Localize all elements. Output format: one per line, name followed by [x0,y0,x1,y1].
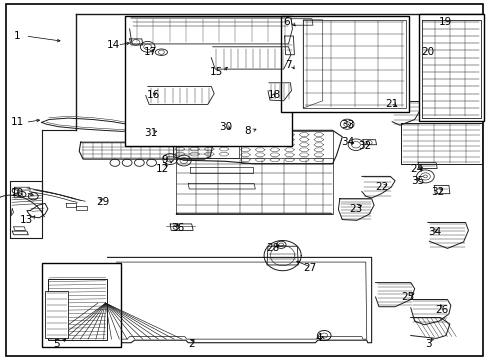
Text: 31: 31 [144,128,157,138]
Text: 29: 29 [96,197,109,207]
Text: 36: 36 [171,223,184,233]
Ellipse shape [155,49,167,55]
Text: 23: 23 [349,204,362,214]
Text: 1: 1 [14,31,20,41]
Text: 33: 33 [340,120,353,130]
Bar [45,291,68,338]
Text: 22: 22 [375,182,388,192]
Bar [240,131,332,163]
Text: 8: 8 [244,126,251,136]
Text: 18: 18 [267,90,281,100]
Bar [281,16,408,112]
Text: 17: 17 [144,47,157,57]
Text: 34: 34 [340,137,353,147]
Text: 16: 16 [146,90,160,100]
Text: 5: 5 [53,339,60,349]
Text: 6: 6 [283,17,289,27]
Text: 9: 9 [161,155,168,165]
Text: 7: 7 [285,60,292,70]
Text: 13: 13 [20,215,33,225]
Bar [41,263,121,347]
Text: 30: 30 [219,122,232,132]
Text: 2: 2 [188,339,195,349]
Text: 32: 32 [430,186,444,197]
Text: 20: 20 [421,47,434,57]
Text: 21: 21 [385,99,398,109]
Text: 14: 14 [106,40,120,50]
Text: 24: 24 [409,164,422,174]
Text: 11: 11 [11,117,24,127]
Text: 10: 10 [11,188,24,198]
Text: 3: 3 [425,339,431,349]
Text: 12: 12 [155,164,168,174]
Bar [418,14,483,121]
Text: 15: 15 [210,67,223,77]
Text: 32: 32 [358,141,371,151]
Bar [48,279,106,340]
Text: 4: 4 [315,333,322,343]
Text: 27: 27 [303,263,316,273]
Text: 34: 34 [427,227,440,237]
Text: 28: 28 [266,243,279,253]
Text: 19: 19 [438,17,451,27]
Bar [176,132,238,158]
Text: 35: 35 [410,176,423,186]
Text: 25: 25 [400,292,413,302]
Bar [124,16,292,146]
Text: 26: 26 [434,305,447,315]
